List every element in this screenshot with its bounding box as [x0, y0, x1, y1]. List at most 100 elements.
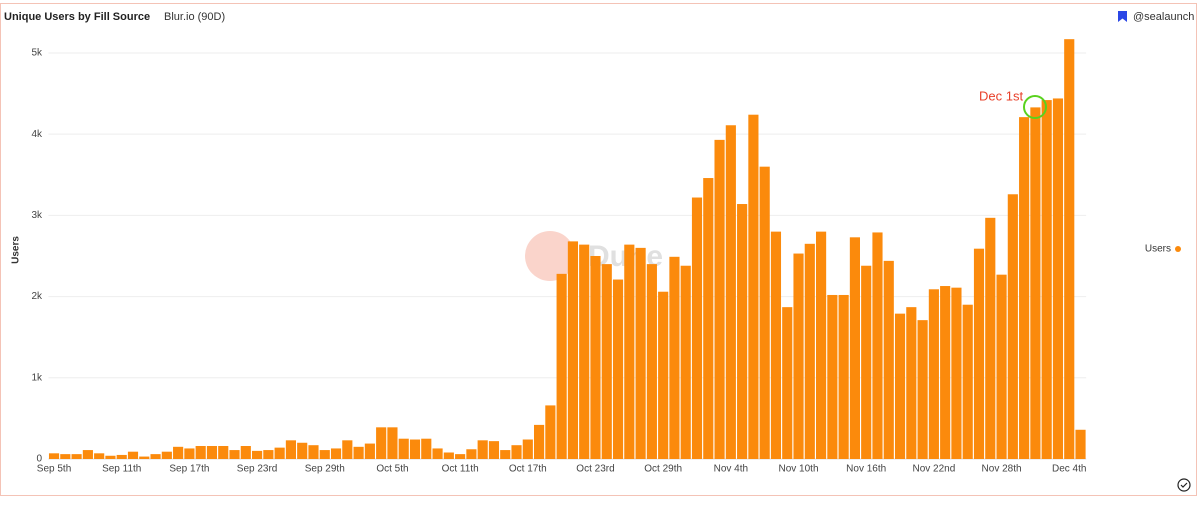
bar: [556, 273, 567, 459]
bar: [229, 450, 240, 459]
y-tick-label: 5k: [31, 48, 43, 59]
x-tick-label: Sep 11th: [102, 464, 141, 475]
x-tick-label: Nov 28th: [982, 464, 1022, 475]
source: @sealaunch: [1133, 11, 1194, 23]
bar: [804, 243, 815, 459]
status-icon: [1177, 478, 1191, 492]
x-tick-label: Oct 17th: [509, 464, 547, 475]
bar: [116, 454, 127, 459]
bar: [127, 451, 139, 459]
bar: [1075, 429, 1086, 459]
bar: [737, 204, 748, 459]
bar: [635, 247, 646, 459]
bar: [173, 446, 184, 459]
x-tick-label: Nov 4th: [714, 464, 748, 475]
bar: [443, 452, 454, 459]
bar: [1064, 39, 1075, 460]
bar: [522, 439, 533, 459]
bar: [748, 114, 759, 460]
y-tick-label: 3k: [31, 210, 43, 221]
bar: [917, 320, 928, 459]
x-tick-label: Sep 5th: [37, 464, 71, 475]
bar: [500, 450, 511, 459]
annotation: Dec 1st: [979, 88, 1023, 103]
bar: [1041, 100, 1052, 460]
bar: [770, 231, 782, 459]
bar: [624, 244, 635, 459]
bar: [206, 446, 218, 459]
bar: [1019, 117, 1030, 459]
bar: [962, 304, 973, 459]
x-tick-label: Sep 17th: [169, 464, 209, 475]
bar: [432, 448, 443, 459]
bar: [82, 450, 93, 459]
bar: [906, 307, 917, 459]
bar: [940, 286, 951, 459]
chart-subtitle: Blur.io (90D): [164, 11, 225, 23]
bar: [71, 454, 82, 459]
bar: [285, 440, 296, 459]
bar: [353, 446, 364, 459]
bar: [579, 244, 590, 459]
bar: [534, 424, 545, 459]
x-tick-label: Sep 23rd: [237, 464, 278, 475]
bar: [297, 442, 308, 459]
bar: [218, 446, 229, 459]
x-tick-label: Oct 5th: [376, 464, 408, 475]
y-tick-label: 0: [36, 454, 42, 465]
source-icon: [1118, 11, 1127, 22]
x-tick-label: Sep 29th: [305, 464, 345, 475]
bar: [1007, 194, 1018, 459]
bar: [782, 307, 793, 459]
bar: [793, 253, 804, 459]
bar: [973, 248, 985, 459]
bar: [714, 139, 725, 459]
x-tick-label: Oct 23rd: [576, 464, 614, 475]
bar: [455, 454, 466, 459]
bar: [319, 450, 330, 459]
chart-title: Unique Users by Fill Source: [4, 11, 150, 23]
bar: [601, 264, 612, 459]
bar: [240, 446, 251, 459]
bar: [161, 451, 172, 459]
bar: [849, 237, 860, 459]
bar: [567, 241, 578, 459]
bar: [658, 291, 669, 459]
bar: [759, 166, 770, 459]
card: [0, 3, 1197, 496]
bar: [511, 445, 522, 459]
x-tick-label: Nov 22nd: [912, 464, 955, 475]
bar: [883, 260, 894, 459]
bar: [996, 274, 1007, 459]
bar: [150, 454, 161, 459]
bar: [703, 178, 714, 459]
bar: [590, 255, 601, 459]
bar: [838, 294, 849, 459]
bar: [94, 453, 105, 459]
bar: [612, 279, 624, 459]
y-tick-label: 2k: [31, 291, 43, 302]
x-tick-label: Oct 29th: [644, 464, 682, 475]
status-check: [1180, 482, 1188, 488]
bar: [669, 256, 680, 459]
bar: [985, 217, 996, 459]
bar: [872, 232, 883, 459]
bar: [274, 447, 285, 459]
bar: [60, 454, 71, 459]
bar: [646, 264, 657, 459]
bar: [184, 448, 195, 459]
bar: [409, 439, 421, 459]
legend-label: Users: [1145, 244, 1171, 255]
annotation-circle: [1023, 95, 1047, 119]
legend-swatch: [1175, 246, 1181, 252]
bar: [488, 441, 500, 459]
bar: [364, 443, 375, 459]
bar: [1052, 98, 1064, 459]
bar: [680, 265, 691, 459]
y-tick-label: 4k: [31, 129, 43, 140]
bar: [816, 231, 827, 459]
bar: [477, 440, 488, 459]
bar: [894, 313, 906, 459]
bar: [139, 456, 150, 459]
